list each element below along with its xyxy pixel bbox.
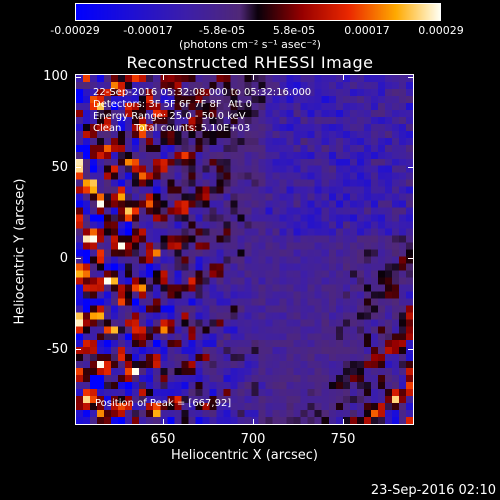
peak-position: Position of Peak = [667,92] xyxy=(95,398,232,409)
x-tick xyxy=(253,419,254,425)
info-detectors: Detectors: 3F 5F 6F 7F 8F Att 0 xyxy=(93,99,253,110)
x-tick xyxy=(343,419,344,425)
plot-timestamp: 23-Sep-2016 02:10 xyxy=(370,483,496,498)
y-tick xyxy=(75,77,81,78)
y-axis-title: Heliocentric Y (arcsec) xyxy=(12,178,28,325)
colorbar-tick-label: 0.00017 xyxy=(344,24,390,37)
y-tick-label: 50 xyxy=(51,160,68,175)
info-time-range: 22-Sep-2016 05:32:08.000 to 05:32:16.000 xyxy=(93,87,312,98)
y-tick-label: -50 xyxy=(46,342,68,357)
y-tick xyxy=(75,167,81,168)
x-tick-label: 650 xyxy=(150,432,176,447)
x-tick xyxy=(253,74,254,80)
y-tick xyxy=(408,77,414,78)
x-tick-label: 700 xyxy=(240,432,266,447)
image-title: Reconstructed RHESSI Image xyxy=(126,53,374,72)
rhessi-image-map xyxy=(76,75,413,424)
x-axis-title: Heliocentric X (arcsec) xyxy=(171,448,318,463)
colorbar-units: (photons cm⁻² s⁻¹ asec⁻²) xyxy=(179,38,321,51)
y-tick xyxy=(75,349,81,350)
rhessi-image-plot xyxy=(75,74,414,425)
colorbar xyxy=(75,3,441,21)
colorbar-tick-label: 0.00029 xyxy=(418,24,464,37)
colorbar-tick-label: -5.8e-05 xyxy=(198,24,246,37)
x-tick xyxy=(163,74,164,80)
y-tick xyxy=(408,167,414,168)
y-tick xyxy=(408,349,414,350)
colorbar-gradient xyxy=(76,4,440,20)
colorbar-tick-label: 5.8e-05 xyxy=(272,24,316,37)
colorbar-tick-label: -0.00017 xyxy=(123,24,173,37)
y-tick xyxy=(75,258,81,259)
y-tick-label: 0 xyxy=(59,251,68,266)
info-clean-counts: Clean Total counts: 5.10E+03 xyxy=(93,123,251,134)
x-tick-label: 750 xyxy=(330,432,356,447)
info-energy-range: Energy Range: 25.0 - 50.0 keV xyxy=(93,111,246,122)
y-tick xyxy=(408,258,414,259)
colorbar-tick-label: -0.00029 xyxy=(50,24,100,37)
x-tick xyxy=(343,74,344,80)
x-tick xyxy=(163,419,164,425)
y-tick-label: 100 xyxy=(43,69,68,84)
